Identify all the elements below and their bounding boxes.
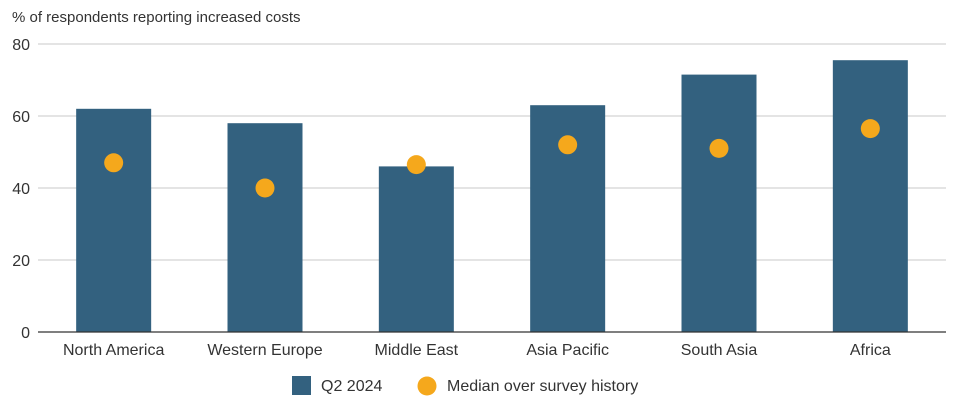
median-dot [406,155,426,175]
x-tick-label: Middle East [375,342,459,359]
median-dot [860,119,880,139]
legend-swatch-dot [417,376,437,396]
bar [227,123,303,332]
x-axis-labels: North America Western Europe Middle East As… [63,342,891,359]
y-axis-title: % of respondents reporting increased cos… [12,9,301,26]
median-dot [558,135,578,155]
x-tick-label: Asia Pacific [526,342,609,359]
bars [76,60,908,332]
median-dot [104,153,124,173]
bar [832,60,908,332]
median-dot [255,178,275,198]
bar [76,108,152,332]
x-tick-label: North America [63,342,164,359]
y-tick-label: 0 [21,325,30,342]
legend-label-bar: Q2 2024 [321,378,382,395]
x-tick-label: Western Europe [207,342,322,359]
legend-label-dot: Median over survey history [447,378,638,395]
y-tick-label: 60 [12,109,30,126]
median-dots [104,119,880,198]
bar [378,166,454,332]
legend: Q2 2024 Median over survey history [292,376,638,396]
median-dot [709,138,729,158]
y-tick-label: 40 [12,181,30,198]
legend-swatch-bar [292,376,311,395]
y-tick-label: 80 [12,37,30,54]
bar [681,74,757,332]
x-tick-label: South Asia [681,342,758,359]
x-tick-label: Africa [850,342,891,359]
y-tick-label: 20 [12,253,30,270]
gridlines [38,43,946,261]
y-axis-ticks: 0 20 40 60 80 [12,37,30,342]
